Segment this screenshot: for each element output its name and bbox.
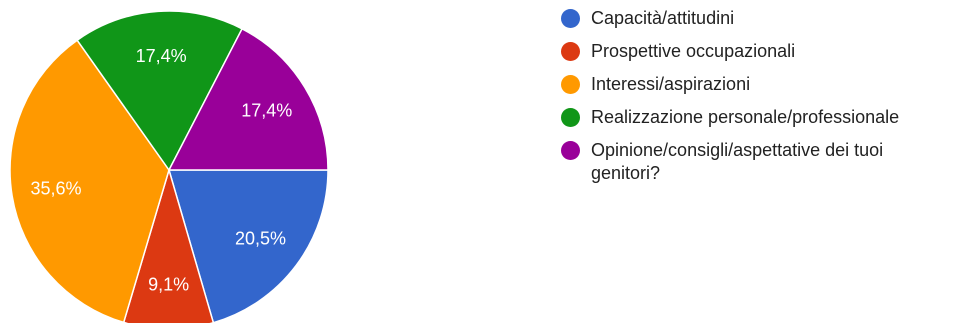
legend-label: Interessi/aspirazioni [591,74,751,94]
pie-slice-capacita[interactable] [168,169,329,323]
legend-swatch [561,9,580,28]
chart-legend: Capacità/attitudini Prospettive occupazi… [561,7,946,195]
slice-label-interessi: 35,6% [31,179,82,199]
legend-item-interessi[interactable]: Interessi/aspirazioni [561,73,946,96]
legend-swatch [561,75,580,94]
legend-swatch [561,42,580,61]
legend-label: Realizzazione personale/professionale [591,107,900,127]
legend-swatch [561,108,580,127]
pie-slice-realizzazione[interactable] [76,10,244,172]
pie-chart: 20,5% 9,1% 35,6% 17,4% 17,4% [9,10,329,323]
legend-item-prospettive[interactable]: Prospettive occupazionali [561,40,946,63]
slice-label-prospettive: 9,1% [148,274,189,294]
legend-label: Capacità/attitudini [591,8,735,28]
pie-slice-interessi[interactable] [9,39,170,323]
legend-item-opinione[interactable]: Opinione/consigli/aspettative dei tuoi g… [561,139,946,185]
legend-label: Prospettive occupazionali [591,41,796,61]
slice-label-realizzazione: 17,4% [136,46,187,66]
slice-label-capacita: 20,5% [235,229,286,249]
legend-label: Opinione/consigli/aspettative dei tuoi g… [591,140,884,183]
legend-item-realizzazione[interactable]: Realizzazione personale/professionale [561,106,946,129]
legend-swatch [561,141,580,160]
pie-slice-opinione[interactable] [167,27,329,171]
slice-label-opinione: 17,4% [241,100,292,120]
legend-item-capacita[interactable]: Capacità/attitudini [561,7,946,30]
